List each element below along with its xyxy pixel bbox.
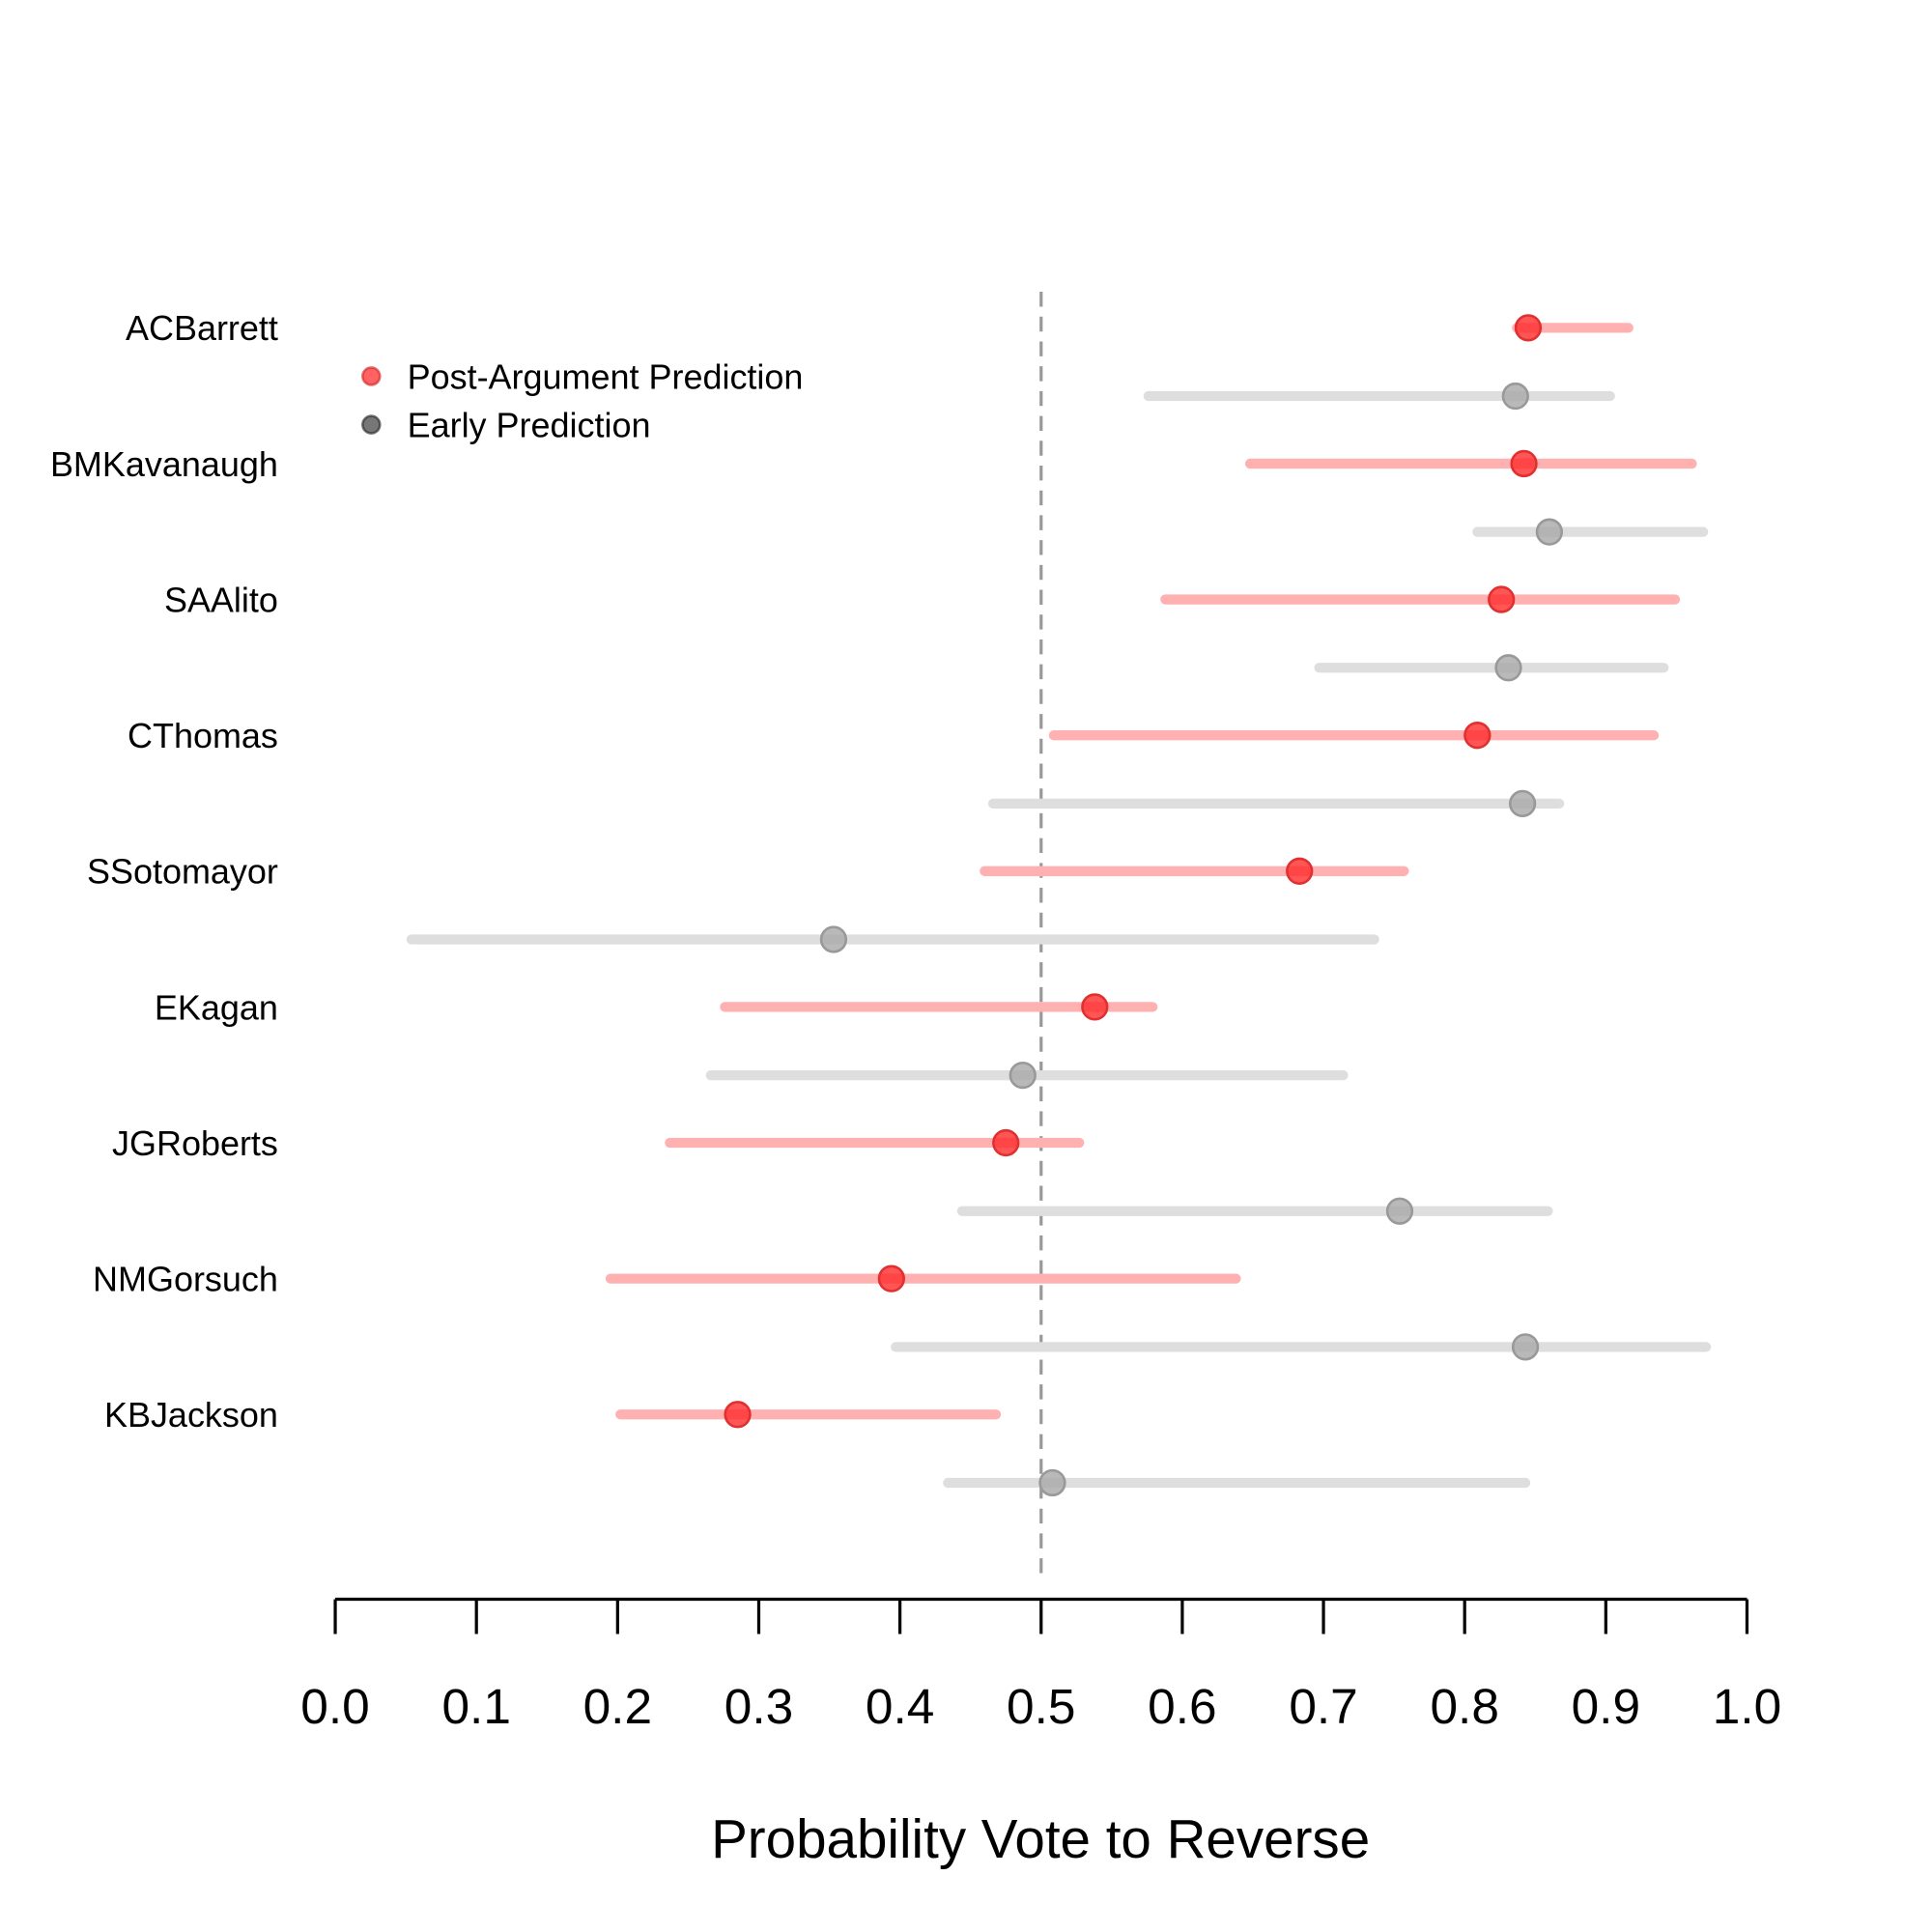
x-tick-label: 0.7 xyxy=(1289,1678,1357,1734)
justice-JGRoberts: JGRoberts xyxy=(112,1123,1553,1225)
x-tick-label: 0.5 xyxy=(1007,1678,1075,1734)
legend: Post-Argument Prediction Early Predictio… xyxy=(361,356,804,444)
x-axis: 0.0 0.1 0.2 0.3 0.4 0.5 0.6 0.7 0.8 0.9 1.0 xyxy=(300,1597,1781,1734)
justice-label: SSotomayor xyxy=(87,852,278,892)
justice-label: KBJackson xyxy=(104,1395,278,1435)
legend-marker-post xyxy=(361,366,382,386)
post-point xyxy=(877,1264,905,1293)
early-point xyxy=(1501,382,1529,411)
legend-label-post: Post-Argument Prediction xyxy=(408,356,804,396)
x-tick-label: 0.9 xyxy=(1572,1678,1640,1734)
justice-label: JGRoberts xyxy=(112,1123,278,1163)
justice-BMKavanaugh: BMKavanaugh xyxy=(50,444,1709,546)
justice-NMGorsuch: NMGorsuch xyxy=(93,1260,1712,1361)
post-point xyxy=(1081,993,1109,1021)
early-point xyxy=(819,925,848,953)
justice-label: NMGorsuch xyxy=(93,1260,278,1299)
justice-label: SAAlito xyxy=(164,580,278,619)
justice-label: ACBarrett xyxy=(126,308,278,348)
x-axis-label: Probability Vote to Reverse xyxy=(711,1808,1370,1869)
justice-EKagan: EKagan xyxy=(155,987,1349,1090)
x-tick-label: 0.2 xyxy=(583,1678,652,1734)
plot-area: ACBarrett BMKavanaugh SAAlito CThomas SSotom… xyxy=(50,292,1712,1579)
justice-SAAlito: SAAlito xyxy=(164,580,1681,682)
justice-label: CThomas xyxy=(128,716,278,755)
justice-KBJackson: KBJackson xyxy=(104,1395,1531,1497)
post-point xyxy=(1286,857,1314,885)
post-point xyxy=(1510,449,1538,478)
justice-SSotomayor: SSotomayor xyxy=(87,852,1409,953)
x-tick-label: 0.3 xyxy=(724,1678,793,1734)
x-tick-label: 0.6 xyxy=(1148,1678,1216,1734)
post-point xyxy=(1488,585,1516,613)
x-tick-label: 0.1 xyxy=(441,1678,510,1734)
early-point xyxy=(1009,1061,1037,1090)
x-tick-label: 0.8 xyxy=(1430,1678,1498,1734)
justice-ACBarrett: ACBarrett xyxy=(126,308,1634,411)
early-point xyxy=(1038,1468,1066,1497)
post-point xyxy=(1514,314,1543,342)
post-point xyxy=(724,1401,752,1429)
legend-label-early: Early Prediction xyxy=(408,405,651,444)
post-point xyxy=(1463,722,1492,750)
justice-CThomas: CThomas xyxy=(128,716,1660,818)
legend-marker-early xyxy=(361,414,382,435)
early-point xyxy=(1494,654,1522,682)
justice-label: EKagan xyxy=(155,987,278,1027)
justice-label: BMKavanaugh xyxy=(50,444,278,484)
x-tick-label: 0.0 xyxy=(300,1678,369,1734)
early-point xyxy=(1535,518,1564,546)
x-tick-label: 1.0 xyxy=(1713,1678,1781,1734)
early-point xyxy=(1385,1197,1414,1225)
early-point xyxy=(1511,1333,1540,1361)
post-point xyxy=(992,1128,1020,1157)
early-point xyxy=(1508,789,1537,818)
x-tick-label: 0.4 xyxy=(866,1678,934,1734)
